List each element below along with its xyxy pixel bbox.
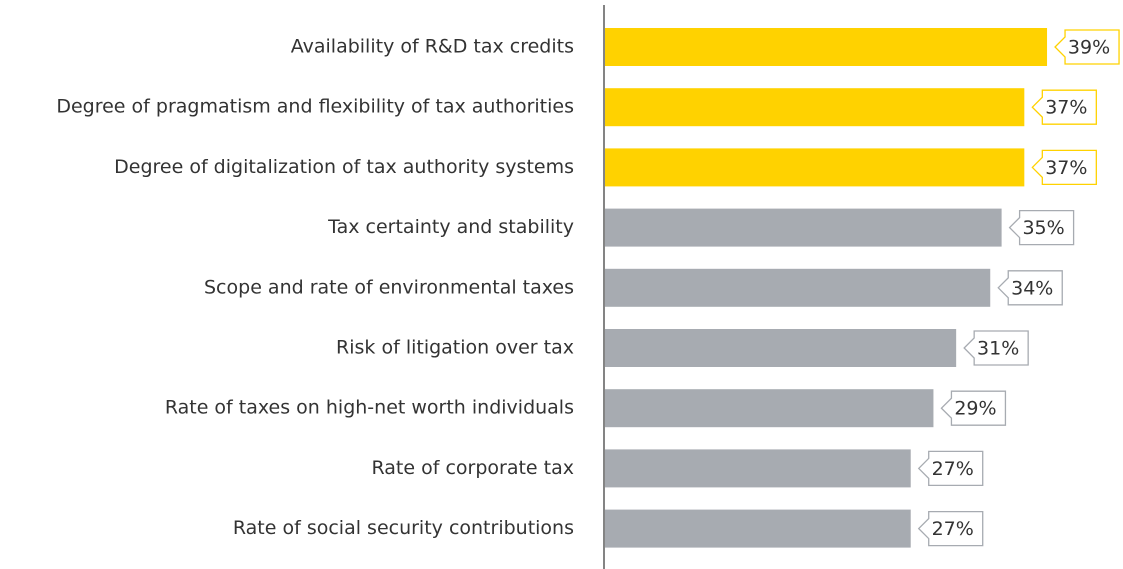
bar: [605, 208, 1002, 247]
value-callout: [963, 330, 1029, 366]
bar: [605, 88, 1025, 127]
value-label: 34%: [1011, 277, 1053, 299]
value-callout: [1031, 149, 1097, 186]
category-label: Degree of digitalization of tax authorit…: [114, 156, 574, 178]
category-label: Tax certainty and stability: [327, 216, 574, 238]
value-callout: [997, 270, 1063, 306]
category-label: Rate of taxes on high-net worth individu…: [165, 397, 574, 419]
value-label: 39%: [1068, 37, 1110, 59]
value-label: 35%: [1022, 217, 1064, 239]
value-callout: [917, 510, 984, 547]
bar: [605, 449, 911, 488]
value-callout: [1008, 209, 1075, 246]
category-label: Scope and rate of environmental taxes: [204, 276, 574, 298]
value-label: 29%: [954, 398, 996, 420]
category-label: Risk of litigation over tax: [336, 337, 574, 359]
value-label: 27%: [932, 458, 974, 480]
category-label: Availability of R&D tax credits: [291, 36, 574, 58]
bar: [605, 148, 1025, 187]
value-label: 37%: [1045, 97, 1087, 119]
category-label: Rate of corporate tax: [372, 457, 575, 479]
value-label: 31%: [977, 338, 1019, 360]
category-label: Rate of social security contributions: [233, 517, 574, 539]
bar: [605, 28, 1048, 66]
value-callout: [1054, 29, 1120, 65]
value-label: 37%: [1045, 157, 1087, 179]
category-label: Degree of pragmatism and flexibility of …: [56, 96, 574, 118]
bar: [605, 389, 934, 428]
bar: [605, 509, 911, 548]
value-label: 27%: [932, 518, 974, 540]
bar: [605, 329, 957, 367]
value-callout: [940, 390, 1007, 426]
bar: [605, 268, 991, 307]
value-callout: [917, 450, 984, 487]
value-callout: [1031, 89, 1097, 125]
